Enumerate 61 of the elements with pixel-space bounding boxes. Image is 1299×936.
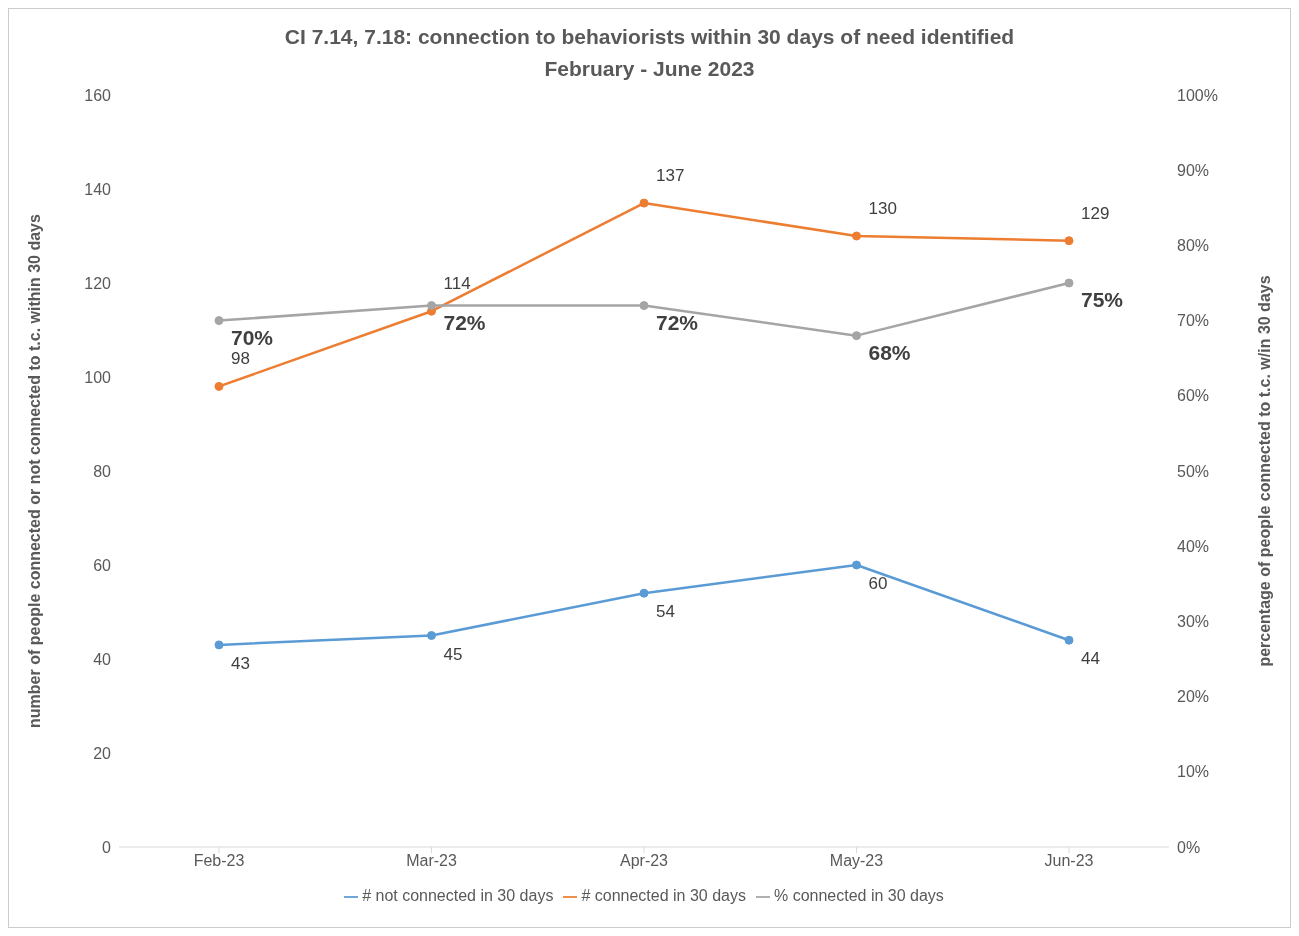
- y2-tick-label: 60%: [1177, 387, 1210, 405]
- legend-label: # not connected in 30 days: [362, 887, 554, 904]
- point: [214, 640, 224, 650]
- point: [427, 631, 436, 640]
- data-label: 45: [443, 644, 463, 664]
- data-label: 43: [231, 653, 250, 673]
- x-tick-label: Jun-23: [1044, 852, 1094, 870]
- chart-title: CI 7.14, 7.18: connection to behaviorists within 30 days of need identified: [283, 24, 1016, 50]
- point: [1064, 236, 1074, 246]
- y-tick-label: 60: [93, 556, 112, 574]
- y2-tick-label: 10%: [1177, 763, 1210, 781]
- y2-tick-label: 90%: [1177, 161, 1210, 179]
- y2-tick-label: 100%: [1177, 86, 1218, 104]
- y-tick-label: 80: [93, 462, 112, 480]
- y2-axis-title: percentage of people connected to t.c. w/in 30 days: [1255, 275, 1273, 667]
- y-tick-label: 120: [84, 274, 112, 292]
- point: [852, 560, 861, 570]
- x-tick-label: Feb-23: [193, 852, 245, 870]
- x-tick-label: May-23: [829, 852, 884, 870]
- y2-tick-label: 40%: [1177, 537, 1210, 555]
- point: [852, 231, 861, 241]
- data-label: 72%: [656, 310, 699, 334]
- point: [1064, 635, 1074, 645]
- y-tick-label: 40: [93, 650, 112, 668]
- data-label: 54: [656, 602, 675, 622]
- legend-label: # connected in 30 days: [581, 887, 746, 904]
- data-label: 130: [868, 199, 897, 218]
- data-label: 114: [443, 274, 471, 294]
- x-tick-label: Apr-23: [619, 852, 669, 870]
- point: [639, 198, 649, 208]
- y-tick-label: 160: [84, 86, 112, 104]
- data-label: 129: [1081, 203, 1110, 223]
- point: [852, 331, 861, 341]
- y-axis-title: number of people connected or not connected to t.c. within 30 days: [25, 213, 43, 728]
- data-label: 44: [1081, 649, 1100, 669]
- data-label: 70%: [231, 325, 274, 349]
- point: [214, 316, 224, 326]
- y-tick-label: 100: [84, 368, 112, 386]
- y-tick-label: 140: [84, 180, 112, 198]
- data-label: 60: [868, 574, 888, 593]
- y2-tick-label: 0%: [1177, 838, 1201, 856]
- point: [1064, 278, 1074, 288]
- data-label: 68%: [868, 340, 911, 364]
- point: [639, 588, 649, 598]
- point: [639, 301, 649, 311]
- y2-tick-label: 30%: [1177, 613, 1210, 631]
- y2-tick-label: 80%: [1177, 237, 1210, 255]
- data-label: 98: [231, 349, 250, 369]
- y-tick-label: 20: [93, 744, 112, 762]
- y2-tick-label: 20%: [1177, 688, 1210, 706]
- y-tick-label: 0: [102, 838, 112, 856]
- data-label: 72%: [443, 310, 486, 334]
- y2-tick-label: 70%: [1177, 312, 1210, 330]
- point: [214, 381, 224, 391]
- point: [427, 301, 436, 311]
- legend-label: % connected in 30 days: [773, 887, 944, 904]
- data-label: 75%: [1081, 288, 1124, 311]
- data-label: 137: [656, 166, 685, 186]
- y2-tick-label: 50%: [1177, 462, 1210, 480]
- chart-subtitle: February - June 2023: [543, 56, 756, 82]
- x-tick-label: Mar-23: [406, 852, 457, 870]
